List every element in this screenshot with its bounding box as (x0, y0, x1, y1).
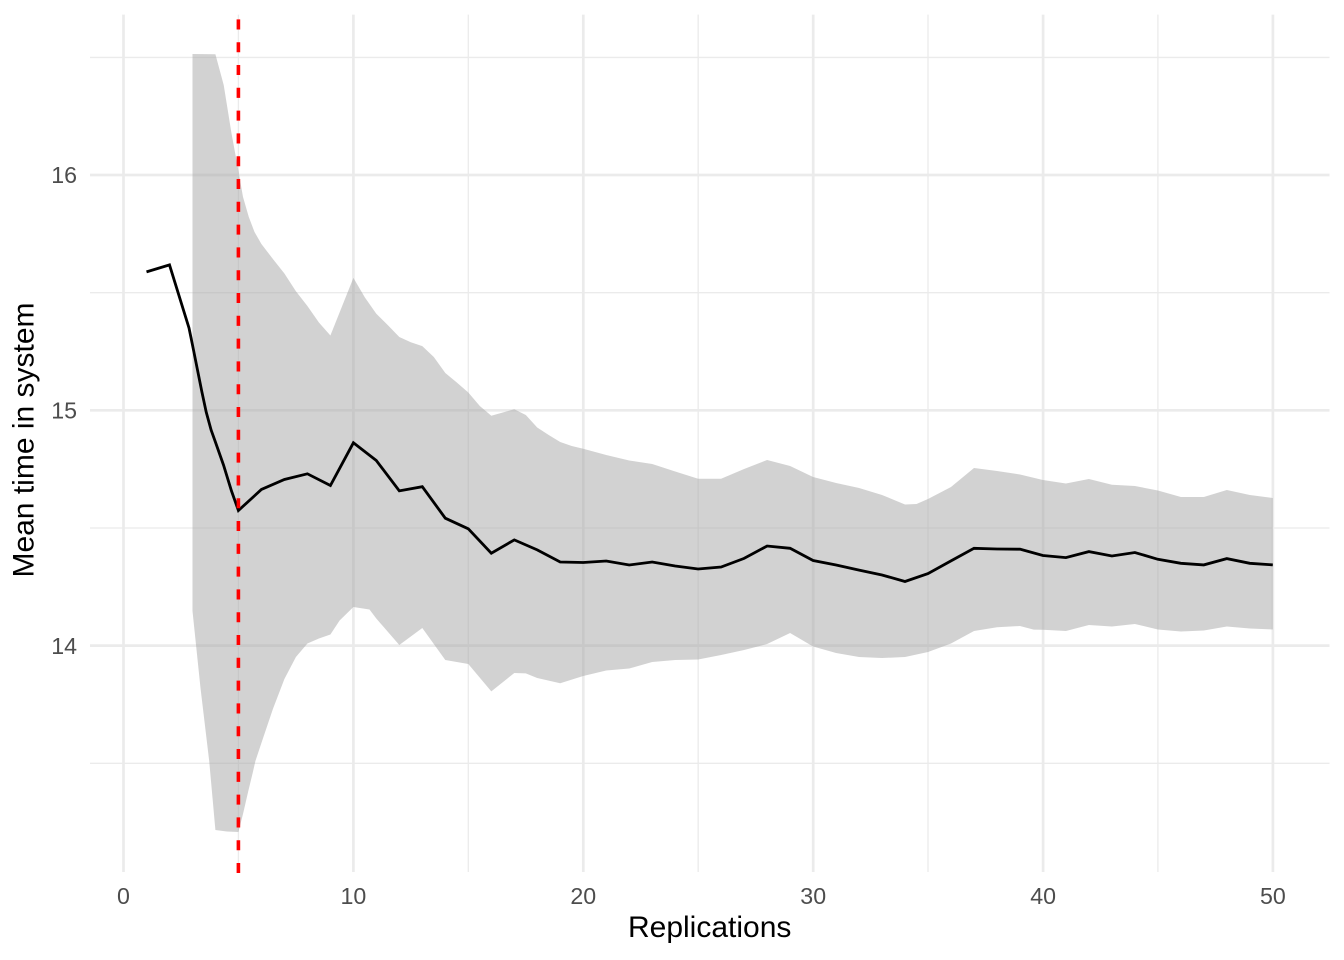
svg-text:Mean time in system: Mean time in system (8, 302, 41, 577)
svg-text:Replications: Replications (628, 911, 791, 944)
svg-text:30: 30 (800, 883, 826, 909)
svg-text:10: 10 (341, 883, 367, 909)
svg-text:40: 40 (1030, 883, 1056, 909)
svg-text:16: 16 (51, 162, 77, 188)
svg-text:50: 50 (1260, 883, 1286, 909)
svg-text:0: 0 (117, 883, 130, 909)
svg-text:14: 14 (51, 633, 77, 659)
svg-text:15: 15 (51, 398, 77, 424)
svg-text:20: 20 (570, 883, 596, 909)
